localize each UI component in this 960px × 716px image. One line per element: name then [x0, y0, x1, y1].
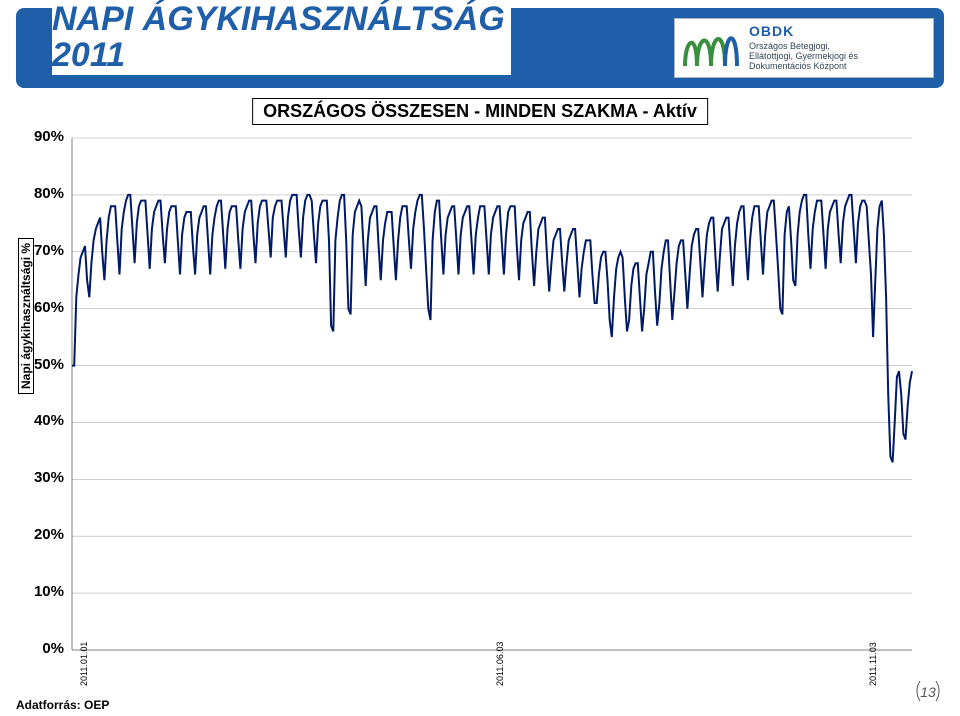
line-chart: [62, 134, 914, 654]
x-tick-label: 2011.06.03: [495, 642, 505, 686]
y-tick-label: 70%: [26, 243, 64, 258]
logo-brand: OBDK: [749, 24, 858, 39]
y-tick-label: 90%: [26, 129, 64, 144]
chart-area: [62, 134, 914, 654]
y-tick-label: 30%: [26, 470, 64, 485]
chart-subtitle: ORSZÁGOS ÖSSZESEN - MINDEN SZAKMA - Aktí…: [252, 98, 708, 125]
y-tick-label: 60%: [26, 300, 64, 315]
data-source-footer: Adatforrás: OEP: [16, 698, 109, 712]
y-tick-label: 0%: [26, 641, 64, 656]
logo-line3: Dokumentációs Központ: [749, 61, 847, 71]
title-block: NAPI ÁGYKIHASZNÁLTSÁG 2011: [52, 2, 511, 75]
svg-text:13: 13: [920, 684, 936, 700]
title-line2: 2011: [52, 38, 505, 74]
logo-line2: Ellátottjogi, Gyermekjogi és: [749, 51, 858, 61]
header-bar: NAPI ÁGYKIHASZNÁLTSÁG 2011 OBDK Országos…: [16, 8, 944, 88]
x-tick-label: 2011.11.03: [868, 642, 878, 686]
y-tick-label: 10%: [26, 584, 64, 599]
slide-number: 13: [914, 677, 942, 710]
y-tick-label: 50%: [26, 357, 64, 372]
logo-text: OBDK Országos Betegjogi, Ellátottjogi, G…: [749, 24, 858, 71]
x-tick-label: 2011.01.01: [79, 642, 89, 686]
y-tick-label: 80%: [26, 186, 64, 201]
logo: OBDK Országos Betegjogi, Ellátottjogi, G…: [674, 18, 934, 78]
y-tick-label: 40%: [26, 413, 64, 428]
title-line1: NAPI ÁGYKIHASZNÁLTSÁG: [52, 2, 505, 38]
logo-line1: Országos Betegjogi,: [749, 41, 830, 51]
logo-icon: [683, 26, 739, 70]
y-tick-label: 20%: [26, 527, 64, 542]
